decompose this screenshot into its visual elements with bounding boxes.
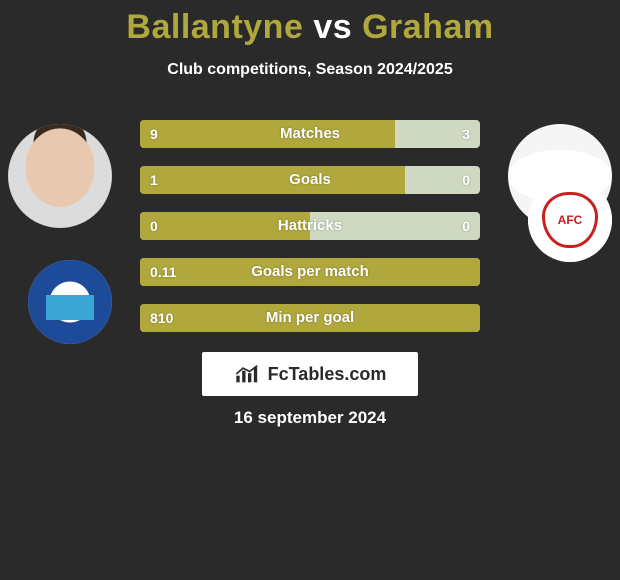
stat-row: 810Min per goal [140,304,480,332]
date-text: 16 september 2024 [0,408,620,428]
player1-photo [8,124,112,228]
stat-row: 0Hattricks0 [140,212,480,240]
morton-crest-icon [28,260,112,344]
stat-label: Matches [140,120,480,148]
stat-value-right: 0 [462,212,470,240]
stat-row: 0.11Goals per match [140,258,480,286]
avatar-face-icon [8,124,112,228]
stat-label: Goals [140,166,480,194]
stat-value-right: 3 [462,120,470,148]
afc-crest-icon: AFC [528,178,612,262]
stat-label: Hattricks [140,212,480,240]
player2-club-badge: AFC [528,178,612,262]
stats-chart: 9Matches31Goals00Hattricks00.11Goals per… [140,120,480,350]
watermark: FcTables.com [202,352,418,396]
comparison-title: Ballantyne vs Graham [0,0,620,47]
bar-chart-icon [234,364,262,384]
watermark-text: FcTables.com [268,364,387,385]
afc-crest-text: AFC [542,192,597,247]
stat-label: Min per goal [140,304,480,332]
title-vs: vs [313,8,352,46]
subtitle: Club competitions, Season 2024/2025 [0,61,620,79]
title-player1: Ballantyne [126,8,303,46]
player1-club-badge [28,260,112,344]
stat-row: 9Matches3 [140,120,480,148]
stat-label: Goals per match [140,258,480,286]
stat-row: 1Goals0 [140,166,480,194]
stat-value-right: 0 [462,166,470,194]
title-player2: Graham [362,8,494,46]
